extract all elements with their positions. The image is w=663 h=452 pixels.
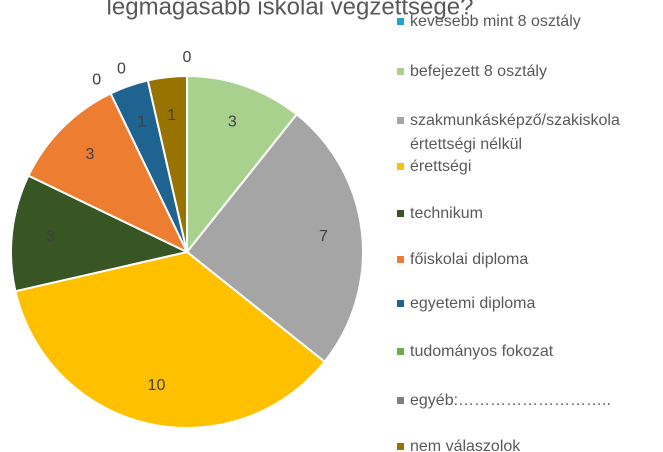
legend-swatch	[397, 210, 404, 217]
legend-label: egyéb:………………………..	[410, 392, 611, 409]
legend-swatch	[397, 256, 404, 263]
legend-item: nem válaszolok	[397, 435, 652, 452]
legend-label: tudományos fokozat	[410, 343, 554, 360]
pie-slice	[185, 112, 364, 364]
legend-label: egyetemi diploma	[410, 295, 536, 312]
legend-swatch	[397, 300, 404, 307]
legend-label: főiskolai diploma	[410, 251, 529, 268]
legend-label: érettségi	[410, 158, 472, 175]
legend-swatch	[397, 348, 404, 355]
data-label: 7	[319, 228, 328, 245]
legend-item: egyetemi diploma	[397, 292, 652, 316]
legend-item: tudományos fokozat	[397, 340, 652, 364]
data-label: 10	[148, 377, 166, 394]
legend-swatch	[397, 443, 404, 450]
data-label: 1	[167, 107, 176, 124]
legend-label: kevesebb mint 8 osztály	[410, 13, 581, 30]
pie-slice	[14, 250, 327, 429]
data-label: 0	[117, 61, 126, 78]
legend-item: befejezett 8 osztály	[397, 60, 652, 84]
legend-swatch	[397, 18, 404, 25]
legend-swatch	[397, 163, 404, 170]
data-label: 1	[137, 114, 146, 131]
data-label: 3	[228, 114, 237, 131]
legend-item: szakmunkásképző/szakiskola értettségi né…	[397, 109, 652, 157]
pie-slice	[186, 74, 299, 255]
data-label: 0	[183, 49, 192, 66]
legend-swatch	[397, 68, 404, 75]
legend-swatch	[397, 117, 404, 124]
legend-label: technikum	[410, 205, 483, 222]
pie-slice	[10, 174, 191, 293]
legend-item: egyéb:………………………..	[397, 389, 652, 413]
data-label: 0	[92, 72, 101, 89]
chart-title: legmagasabb iskolai végzettsége?	[107, 0, 474, 20]
data-label: 3	[85, 146, 94, 163]
legend-swatch	[397, 397, 404, 404]
legend-item: érettségi	[397, 155, 652, 179]
legend-item: főiskolai diploma	[397, 248, 652, 272]
legend-item: kevesebb mint 8 osztály	[397, 10, 652, 34]
legend-label: szakmunkásképző/szakiskola értettségi né…	[410, 112, 620, 153]
pie-slice	[146, 74, 188, 253]
legend-label: nem válaszolok	[410, 438, 521, 452]
legend-item: technikum	[397, 202, 652, 226]
data-label: 3	[46, 228, 55, 245]
legend-label: befejezett 8 osztály	[410, 63, 547, 80]
pie-slice	[27, 92, 190, 255]
